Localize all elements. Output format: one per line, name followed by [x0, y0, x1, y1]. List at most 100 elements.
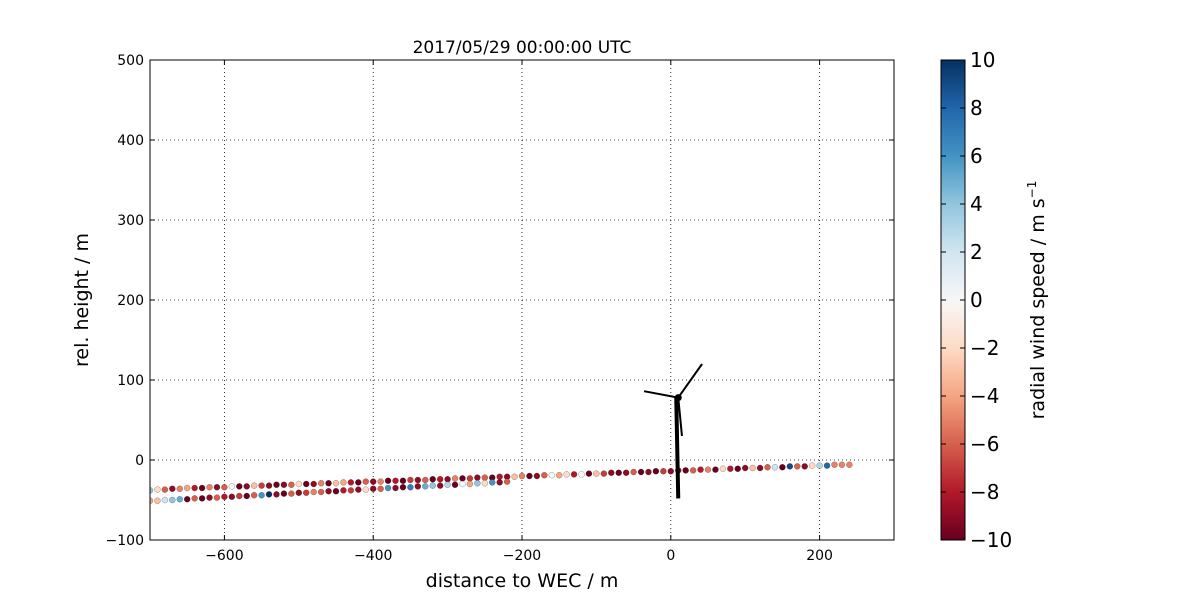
colorbar-tick-label: 8 [970, 96, 983, 120]
turbine-tower [674, 397, 681, 499]
data-point [355, 486, 362, 493]
y-tick-label: 100 [117, 373, 144, 389]
data-point [392, 484, 399, 492]
data-point [437, 476, 444, 483]
data-point [704, 466, 712, 473]
data-point [213, 494, 221, 501]
data-point [236, 492, 243, 500]
data-point [347, 479, 354, 486]
data-point [623, 469, 630, 476]
data-point [518, 472, 526, 480]
colorbar-tick-label: −8 [970, 480, 999, 504]
data-point [712, 466, 719, 473]
data-point [370, 485, 377, 492]
y-tick-label: 200 [117, 293, 144, 309]
data-point [496, 479, 503, 486]
data-point [771, 464, 779, 471]
data-point [169, 496, 176, 504]
data-point [407, 484, 414, 491]
data-point [280, 490, 288, 497]
colorbar-tick-label: −4 [970, 384, 999, 408]
data-points [150, 461, 853, 504]
data-point [459, 475, 466, 482]
data-point [154, 497, 161, 504]
data-point [422, 483, 429, 490]
data-point [422, 476, 429, 484]
data-point [794, 463, 801, 470]
data-point [809, 462, 816, 469]
data-point [504, 478, 511, 485]
data-point [734, 465, 741, 472]
colorbar-tick-label: 2 [970, 240, 983, 264]
wind-turbine [643, 363, 703, 499]
colorbar-title-text: radial wind speed / m s [1027, 198, 1049, 419]
data-point [265, 491, 273, 498]
data-point [466, 480, 474, 488]
data-point [652, 468, 660, 475]
data-point [451, 481, 459, 488]
data-point [608, 469, 615, 476]
data-point [474, 474, 481, 481]
data-point [184, 496, 191, 503]
data-point [161, 486, 168, 493]
data-point [154, 486, 161, 493]
colorbar-tick-label: −10 [970, 528, 1012, 552]
data-point [838, 461, 846, 468]
data-point [340, 487, 347, 494]
data-point [347, 487, 354, 494]
data-point [570, 471, 578, 478]
data-point [556, 472, 563, 479]
data-point [496, 473, 503, 480]
turbine-hub [674, 394, 682, 402]
data-point [429, 476, 436, 483]
data-point [756, 464, 764, 472]
data-point [682, 467, 689, 474]
data-point [481, 474, 488, 481]
data-point [273, 491, 280, 498]
data-point [206, 484, 213, 491]
data-point [489, 479, 496, 486]
colorbar-tick-label: 0 [970, 288, 983, 312]
data-point [150, 487, 154, 494]
data-point [615, 469, 622, 476]
y-tick-label: −100 [106, 533, 144, 549]
data-point [667, 468, 674, 475]
data-point [325, 488, 332, 495]
data-point [816, 462, 823, 469]
data-point [541, 472, 548, 479]
data-point [221, 484, 228, 491]
data-point [273, 481, 280, 488]
data-point [288, 481, 295, 488]
data-point [593, 470, 600, 477]
turbine-blade [677, 363, 703, 399]
data-point [184, 484, 191, 492]
y-tick-label: 300 [117, 213, 144, 229]
data-point [265, 482, 273, 489]
data-point [258, 482, 265, 489]
data-point [727, 465, 734, 472]
data-point [362, 478, 369, 485]
colorbar-title-superscript: −1 [1025, 181, 1039, 199]
data-point [355, 479, 362, 486]
data-point [459, 480, 466, 488]
data-point [332, 480, 340, 487]
colorbar-tick-label: −2 [970, 336, 999, 360]
data-point [407, 476, 414, 484]
y-tick-label: 500 [117, 53, 144, 69]
data-point [660, 468, 667, 475]
data-point [399, 477, 407, 484]
y-axis-ticks: −100 0 100 200 300 400 500 [106, 53, 894, 549]
colorbar-tick-label: 6 [970, 144, 983, 168]
data-point [444, 481, 451, 488]
data-point [236, 483, 243, 490]
data-point [414, 483, 421, 490]
data-point [228, 493, 235, 500]
chart-title: 2017/05/29 00:00:00 UTC [413, 38, 632, 58]
data-point [697, 466, 704, 473]
y-axis-title: rel. height / m [71, 233, 93, 367]
data-point [332, 488, 340, 495]
data-point [600, 470, 607, 477]
data-point [191, 484, 198, 492]
colorbar-title: radial wind speed / m s−1 [1025, 181, 1049, 420]
